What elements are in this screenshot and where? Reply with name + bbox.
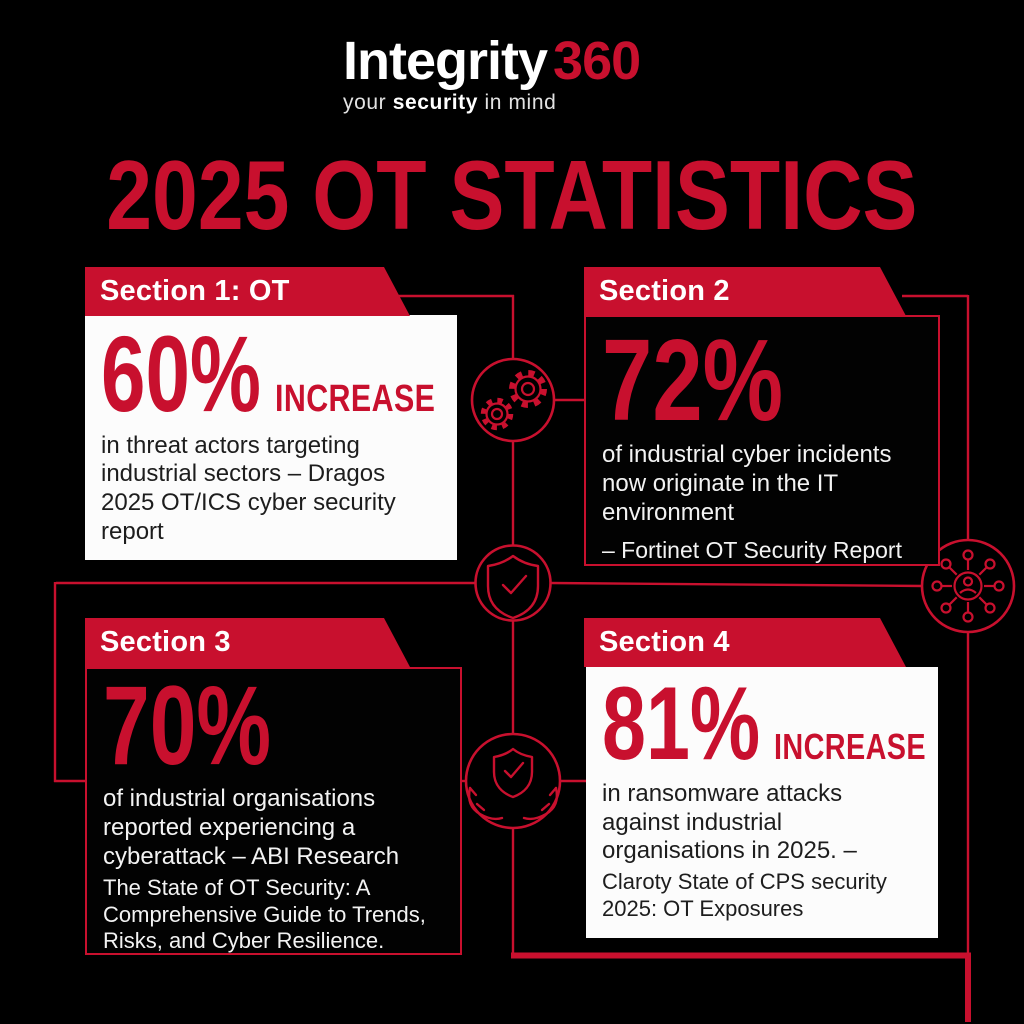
brand-name-accent: 360 (553, 31, 641, 91)
section-3-header: Section 3 (100, 626, 231, 658)
section-3-stat-row: 70% (103, 663, 444, 788)
brand-tagline: your security in mind (343, 90, 557, 114)
brand-logo: Integrity 360 your security in mind (343, 31, 641, 115)
section-2-card: 72% of industrial cyber incidents now or… (584, 315, 940, 566)
section-4-stat-label: INCREASE (774, 726, 927, 767)
section-1-stat-label: INCREASE (275, 378, 436, 420)
network-people-icon (931, 549, 1005, 623)
section-4-header: Section 4 (599, 626, 730, 658)
section-1-body: in threat actors targeting industrial se… (101, 431, 396, 545)
section-2-banner: Section 2 (584, 267, 906, 316)
section-1-stat-row: 60% INCREASE (101, 313, 441, 434)
brand-name: Integrity (343, 31, 548, 91)
hands-shield-icon (467, 747, 559, 821)
shield-check-icon (486, 554, 540, 620)
page-title: 2025 OT STATISTICS (106, 140, 918, 250)
section-1-stat: 60% (101, 313, 261, 434)
section-3-body: of industrial organisations reported exp… (103, 785, 400, 870)
section-3-source: The State of OT Security: A Comprehensiv… (103, 874, 426, 954)
section-1-banner: Section 1: OT (85, 267, 410, 316)
section-2-header: Section 2 (599, 275, 730, 307)
section-3-stat: 70% (103, 663, 272, 788)
hands-node-circle (464, 732, 562, 830)
section-2-stat-row: 72% (602, 315, 922, 445)
section-1-card: 60% INCREASE in threat actors targeting … (85, 315, 457, 560)
section-4-source: Claroty State of CPS security 2025: OT E… (602, 869, 887, 922)
gears-icon (480, 370, 547, 431)
section-3-card: 70% of industrial organisations reported… (85, 667, 462, 955)
section-4-stat: 81% (602, 666, 761, 782)
section-2-source: – Fortinet OT Security Report (602, 536, 902, 563)
connector-lines (53, 294, 971, 1022)
section-3-banner: Section 3 (85, 618, 410, 667)
brand-wordmark: Integrity 360 (343, 31, 641, 91)
section-4-banner: Section 4 (584, 618, 906, 667)
section-1-header: Section 1: OT (100, 275, 290, 307)
section-4-body: in ransomware attacks against industrial… (602, 779, 857, 865)
section-4-card: 81% INCREASE in ransomware attacks again… (586, 667, 938, 938)
section-2-body: of industrial cyber incidents now origin… (602, 441, 892, 526)
section-4-stat-row: 81% INCREASE (602, 666, 926, 782)
section-2-stat: 72% (602, 315, 784, 445)
